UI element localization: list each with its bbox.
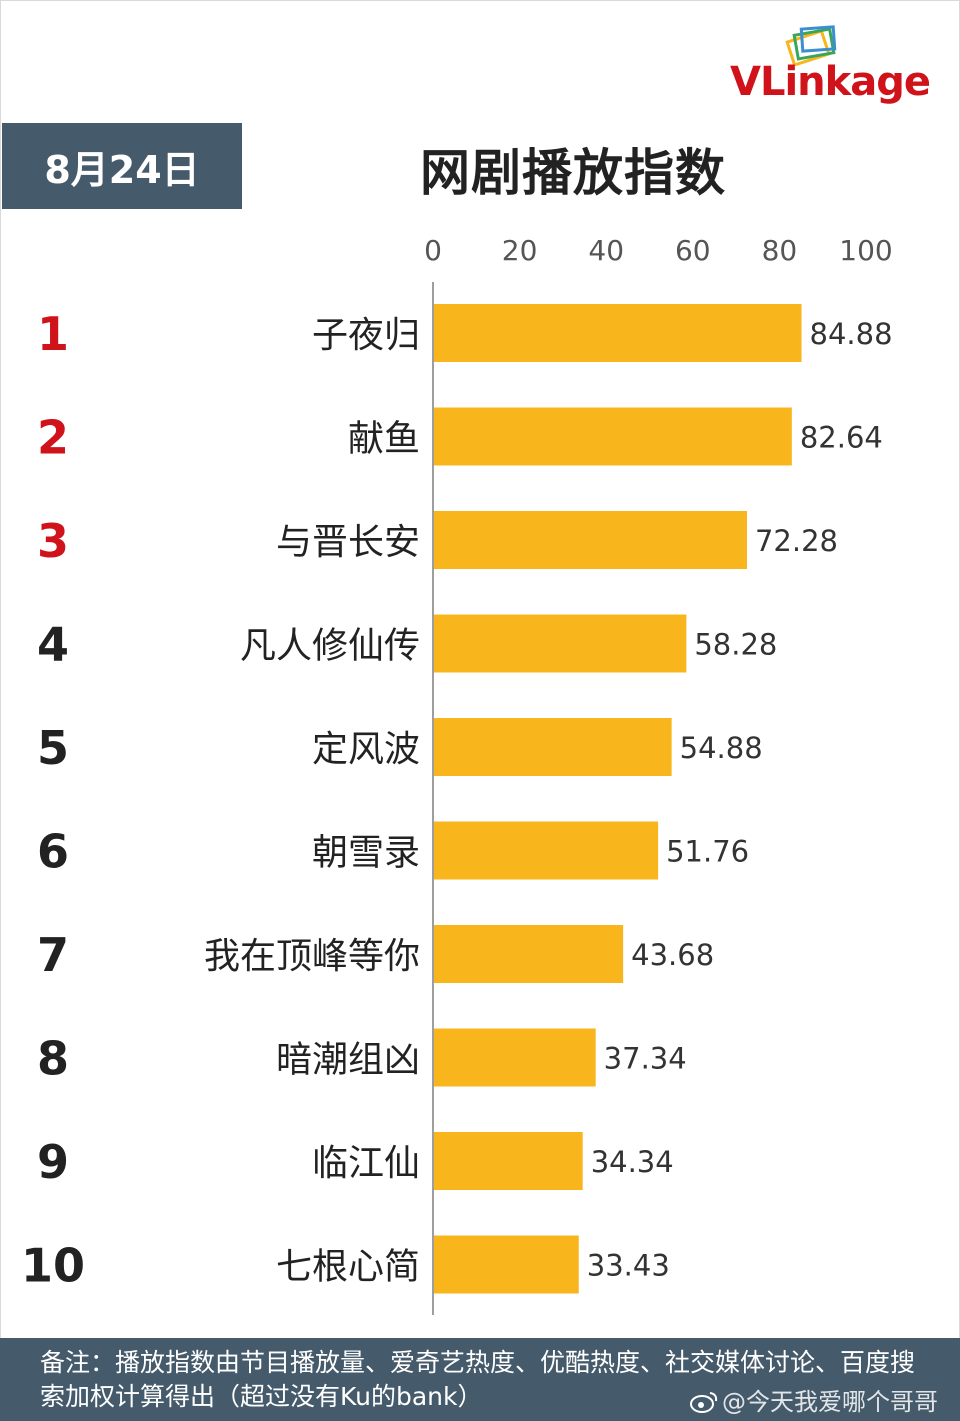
bar bbox=[434, 925, 624, 983]
value-label: 51.76 bbox=[666, 835, 749, 869]
category-label: 暗潮组凶 bbox=[276, 1040, 420, 1081]
bar bbox=[434, 1132, 583, 1190]
watermark-text: @今天我爱哪个哥哥 bbox=[722, 1388, 938, 1416]
logo-mark-icon bbox=[785, 25, 837, 66]
category-label: 凡人修仙传 bbox=[240, 626, 420, 667]
category-label: 七根心简 bbox=[276, 1247, 420, 1288]
value-label: 72.28 bbox=[755, 524, 838, 558]
category-label: 我在顶峰等你 bbox=[204, 936, 420, 977]
x-tick-label: 0 bbox=[424, 234, 442, 267]
category-label: 朝雪录 bbox=[312, 833, 420, 874]
value-label: 37.34 bbox=[604, 1042, 687, 1076]
bar bbox=[434, 614, 687, 673]
value-label: 33.43 bbox=[587, 1249, 670, 1283]
category-label: 子夜归 bbox=[312, 315, 420, 356]
vlinkage-logo: VLinkage bbox=[730, 22, 952, 106]
x-tick-label: 100 bbox=[839, 234, 892, 267]
bar bbox=[434, 1028, 596, 1087]
x-tick-label: 20 bbox=[502, 234, 538, 267]
value-label: 34.34 bbox=[591, 1145, 674, 1179]
x-tick-label: 60 bbox=[675, 234, 711, 267]
rank-number: 4 bbox=[37, 618, 69, 672]
bar-chart: 0 20 40 60 80 100 1 子夜归 84.88 2 献鱼 82.64 3 与晋长安 72.28 4… bbox=[21, 234, 893, 1315]
category-label: 临江仙 bbox=[312, 1143, 420, 1184]
category-label: 献鱼 bbox=[348, 419, 420, 460]
page-title: 网剧播放指数 bbox=[420, 144, 726, 202]
rank-number: 5 bbox=[37, 721, 69, 775]
bar bbox=[434, 718, 672, 776]
category-label: 定风波 bbox=[312, 729, 420, 770]
bar bbox=[434, 407, 792, 466]
value-label: 43.68 bbox=[631, 938, 714, 972]
category-label: 与晋长安 bbox=[276, 522, 420, 563]
date-badge: 8月24日 bbox=[2, 123, 242, 209]
rank-number: 6 bbox=[37, 825, 69, 879]
value-label: 82.64 bbox=[800, 421, 883, 455]
rank-number: 8 bbox=[37, 1032, 69, 1086]
logo-text: VLinkage bbox=[730, 59, 931, 105]
footer-note: 备注：播放指数由节目播放量、爱奇艺热度、优酷热度、社交媒体讨论、百度搜索加权计算… bbox=[0, 1338, 960, 1421]
rank-number: 9 bbox=[37, 1135, 69, 1189]
bar bbox=[434, 511, 747, 569]
rank-number: 1 bbox=[37, 307, 69, 361]
weibo-icon bbox=[690, 1392, 718, 1413]
value-label: 84.88 bbox=[810, 317, 893, 351]
value-label: 54.88 bbox=[680, 731, 763, 765]
watermark: @今天我爱哪个哥哥 bbox=[690, 1382, 938, 1417]
x-tick-label: 80 bbox=[762, 234, 798, 267]
bar bbox=[434, 821, 659, 880]
footer-note-text: 备注：播放指数由节目播放量、爱奇艺热度、优酷热度、社交媒体讨论、百度搜索加权计算… bbox=[40, 1348, 916, 1411]
x-tick-label: 40 bbox=[588, 234, 624, 267]
rank-number: 2 bbox=[37, 411, 69, 465]
bar bbox=[434, 304, 802, 362]
rank-number: 10 bbox=[21, 1239, 85, 1293]
value-label: 58.28 bbox=[694, 628, 777, 662]
bar bbox=[434, 1235, 579, 1294]
rank-number: 3 bbox=[37, 514, 69, 568]
rank-number: 7 bbox=[37, 928, 69, 982]
